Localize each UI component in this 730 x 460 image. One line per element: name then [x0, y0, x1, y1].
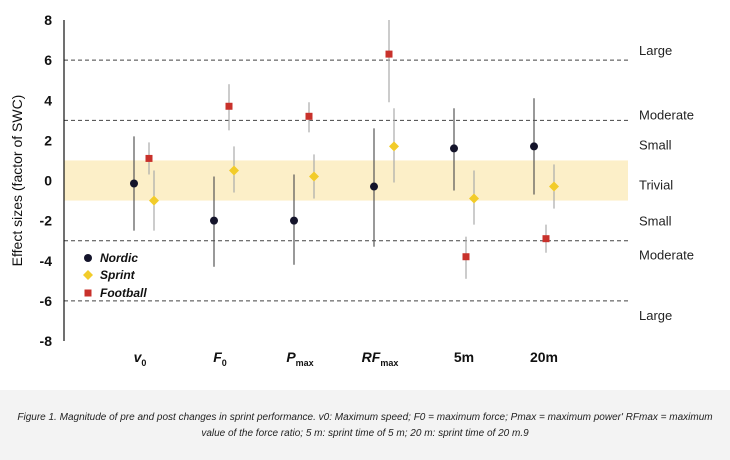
y-tick-label: -6	[40, 293, 53, 309]
legend-marker-sprint	[83, 270, 93, 280]
football-point	[385, 50, 393, 58]
y-tick-label: 8	[44, 12, 52, 28]
y-tick-label: 0	[44, 173, 52, 189]
x-category-label: 20m	[530, 349, 558, 365]
y-tick-label: -4	[40, 253, 53, 269]
legend-label-nordic: Nordic	[100, 251, 138, 265]
nordic-point	[130, 179, 138, 188]
y-axis-title: Effect sizes (factor of SWC)	[9, 95, 25, 267]
band-label: Moderate	[639, 107, 694, 122]
x-category-label: RFmax	[362, 349, 399, 368]
football-point	[462, 253, 470, 261]
x-category-label: F0	[213, 349, 227, 368]
x-category-subscript: 0	[222, 358, 227, 368]
band-label: Large	[639, 308, 672, 323]
x-category-label: Pmax	[286, 349, 313, 368]
band-label: Small	[639, 214, 672, 229]
sprint-point	[149, 195, 159, 206]
x-category-subscript: max	[380, 358, 398, 368]
caption-area: Figure 1. Magnitude of pre and post chan…	[0, 390, 730, 460]
sprint-point	[309, 171, 319, 182]
nordic-point	[210, 216, 218, 225]
legend-marker-nordic	[84, 254, 92, 262]
sprint-point	[469, 193, 479, 204]
nordic-point	[530, 142, 538, 151]
band-label: Large	[639, 43, 672, 58]
nordic-point	[450, 144, 458, 153]
figure-caption: Figure 1. Magnitude of pre and post chan…	[17, 412, 713, 439]
football-point	[225, 102, 233, 110]
sprint-point	[229, 165, 239, 176]
y-tick-label: -2	[40, 213, 53, 229]
y-tick-label: -8	[40, 333, 53, 349]
sprint-point	[549, 181, 559, 192]
y-tick-label: 2	[44, 132, 52, 148]
legend-label-sprint: Sprint	[100, 268, 136, 282]
football-point	[305, 112, 313, 120]
band-label: Trivial	[639, 178, 673, 193]
football-point	[145, 154, 153, 162]
x-category-label: 5m	[454, 349, 474, 365]
y-tick-label: 4	[44, 92, 52, 108]
y-tick-label: 6	[44, 52, 52, 68]
sprint-point	[389, 141, 399, 152]
football-point	[542, 235, 550, 243]
effect-size-chart: 8 6 4 2 0 -2 -4 -6 -8 Effect sizes (factor of SWC…	[9, 12, 694, 368]
legend-marker-football	[84, 289, 92, 297]
band-label: Small	[639, 137, 672, 152]
x-category-subscript: max	[296, 358, 314, 368]
band-label: Moderate	[639, 248, 694, 263]
legend-label-football: Football	[100, 286, 147, 300]
x-category-label: v0	[134, 349, 147, 368]
x-category-subscript: 0	[141, 358, 146, 368]
nordic-point	[370, 182, 378, 191]
nordic-point	[290, 216, 298, 225]
